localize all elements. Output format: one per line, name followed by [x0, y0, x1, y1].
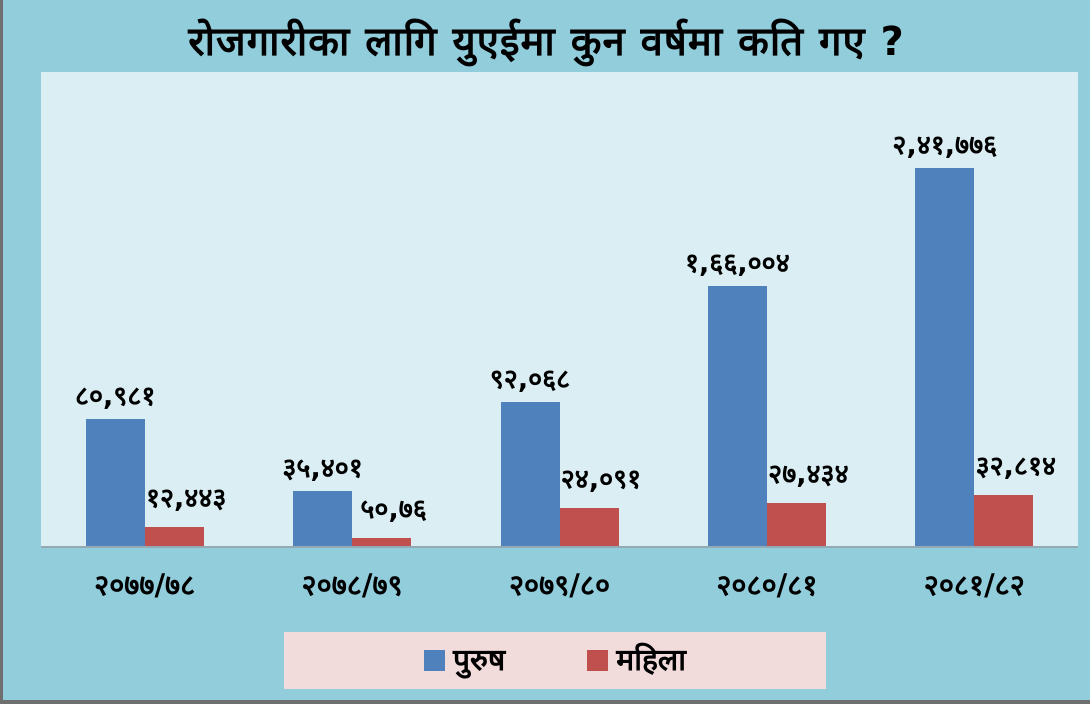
legend-item-men: पुरुष: [423, 642, 506, 678]
x-axis-label-2: २०७९/८०: [508, 568, 611, 602]
bar-value-label-men-2: ९२,०६८: [489, 364, 571, 395]
women-series-swatch-icon: [587, 650, 609, 671]
chart-title: रोजगारीका लागि युएईमा कुन वर्षमा कति गए …: [188, 19, 905, 65]
x-axis: २०७७/७८ २०७८/७९ २०७९/८० २०८०/८१ २०८१/८२: [41, 565, 1078, 607]
bar-value-label-men-4: २,४१,७७६: [892, 130, 998, 161]
bar-value-label-men-0: ८०,९८१: [74, 381, 156, 412]
women-series-label: महिला: [616, 642, 687, 678]
bar-value-label-women-2: २४,०९१: [560, 464, 642, 495]
bar-women-2: [559, 508, 619, 546]
bar-women-0: [144, 527, 204, 546]
plot-area: ८०,९८१ १२,४४३ ३५,४०१ ५०,७६ ९२,०६८ २४,०९१ १,६६,…: [41, 72, 1078, 548]
bar-value-label-women-3: २७,४३४: [768, 459, 849, 490]
bar-value-label-men-3: १,६६,००४: [685, 248, 790, 279]
bar-men-1: [293, 491, 353, 546]
x-axis-label-4: २०८१/८२: [923, 568, 1025, 602]
bar-men-2: [500, 402, 560, 546]
bar-value-label-women-0: १२,४४३: [145, 483, 227, 514]
bar-women-3: [766, 503, 826, 546]
x-axis-label-1: २०७८/७९: [301, 568, 403, 602]
x-axis-label-0: २०७७/७८: [94, 568, 196, 602]
men-series-swatch-icon: [423, 650, 445, 671]
legend-item-women: महिला: [587, 642, 687, 678]
bar-value-label-women-4: ३२,८१४: [975, 451, 1057, 482]
x-axis-label-3: २०८०/८१: [716, 568, 818, 602]
bar-men-0: [85, 419, 145, 546]
men-series-label: पुरुष: [452, 642, 506, 678]
legend: पुरुष महिला: [284, 632, 826, 689]
bar-men-3: [707, 286, 767, 546]
bar-women-1: [352, 538, 412, 546]
bar-men-4: [915, 168, 975, 546]
bar-women-4: [974, 495, 1034, 546]
bar-value-label-women-1: ५०,७६: [360, 494, 427, 525]
bar-value-label-men-1: ३५,४०१: [282, 453, 363, 484]
